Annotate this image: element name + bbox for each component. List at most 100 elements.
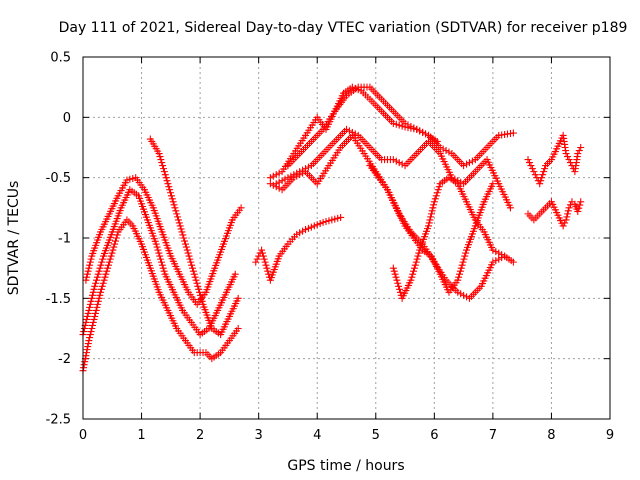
data-point — [509, 129, 517, 137]
data-point — [343, 125, 350, 133]
data-point — [158, 159, 166, 167]
data-point — [391, 270, 399, 278]
data-point — [90, 315, 98, 323]
data-point — [422, 130, 430, 138]
data-point — [104, 264, 112, 272]
data-point — [100, 276, 108, 284]
data-point — [293, 172, 301, 180]
series-track-13 — [524, 198, 585, 230]
x-tick-label: 7 — [489, 428, 497, 443]
data-point — [575, 204, 583, 212]
data-point — [107, 252, 115, 260]
x-tick-label: 1 — [137, 428, 145, 443]
y-tick-label: 0 — [63, 111, 71, 126]
data-point — [155, 150, 163, 158]
plot-frame — [82, 56, 611, 420]
y-tick-label: 0.5 — [50, 51, 71, 66]
data-point — [198, 297, 206, 305]
data-point — [416, 127, 424, 135]
data-point — [445, 148, 453, 156]
data-point — [101, 273, 109, 281]
data-point — [260, 255, 268, 263]
data-point — [99, 255, 107, 263]
data-point — [163, 177, 171, 185]
data-point — [459, 258, 467, 266]
y-tick-label: -2.5 — [46, 413, 71, 428]
data-point — [177, 225, 185, 233]
data-point — [564, 210, 572, 218]
x-tick-label: 4 — [313, 428, 321, 443]
data-point — [269, 181, 277, 189]
data-point — [489, 180, 497, 188]
data-point — [275, 169, 283, 177]
data-point — [81, 358, 89, 366]
data-point — [489, 258, 497, 266]
y-axis-label: SDTVAR / TECUs — [6, 181, 22, 296]
data-point — [562, 150, 570, 158]
data-point — [97, 288, 105, 296]
data-point — [165, 183, 173, 191]
data-point — [564, 153, 572, 161]
data-point — [102, 270, 110, 278]
data-point — [468, 157, 476, 165]
data-point — [410, 124, 418, 132]
x-axis-label: GPS time / hours — [287, 458, 404, 474]
data-point — [264, 267, 272, 275]
data-point — [152, 240, 160, 248]
data-point — [540, 168, 548, 176]
data-point — [82, 318, 90, 326]
data-point — [258, 249, 266, 257]
data-point — [181, 240, 189, 248]
data-point — [561, 219, 569, 227]
data-point — [566, 159, 574, 167]
data-point — [188, 261, 196, 269]
series-track-11 — [389, 174, 517, 302]
data-point — [85, 264, 93, 272]
data-point — [96, 291, 104, 299]
data-point — [431, 195, 439, 203]
data-point — [541, 165, 549, 173]
data-point — [281, 175, 289, 183]
data-point — [104, 261, 112, 269]
data-point — [85, 306, 93, 314]
data-point — [293, 230, 301, 238]
data-point — [111, 237, 119, 245]
data-point — [253, 255, 261, 263]
data-point — [181, 237, 189, 245]
data-point — [460, 255, 468, 263]
series-track-7 — [284, 83, 517, 170]
data-point — [498, 251, 506, 259]
data-point — [103, 267, 111, 275]
data-point — [296, 171, 304, 179]
data-point — [155, 249, 163, 257]
data-point — [88, 294, 96, 302]
data-point — [123, 176, 131, 184]
data-point — [191, 273, 199, 281]
grid — [83, 57, 610, 419]
data-point — [94, 270, 102, 278]
data-point — [190, 270, 198, 278]
data-point — [99, 279, 107, 287]
data-point — [454, 276, 462, 284]
data-point — [424, 222, 432, 230]
data-point — [83, 349, 91, 357]
data-point — [434, 186, 442, 194]
series-track-12 — [524, 131, 585, 188]
data-point — [160, 165, 168, 173]
data-point — [197, 294, 205, 302]
data-points — [79, 83, 585, 375]
data-point — [407, 122, 415, 130]
data-point — [86, 334, 94, 342]
data-point — [168, 195, 176, 203]
data-point — [460, 162, 468, 170]
data-point — [96, 264, 104, 272]
data-point — [83, 346, 91, 354]
data-point — [80, 325, 88, 332]
data-point — [577, 144, 585, 151]
data-point — [307, 223, 315, 231]
y-tick-label: -0.5 — [46, 171, 71, 186]
data-point — [574, 207, 582, 215]
data-point — [392, 273, 400, 281]
data-point — [95, 267, 103, 275]
series-track-2 — [79, 186, 239, 339]
